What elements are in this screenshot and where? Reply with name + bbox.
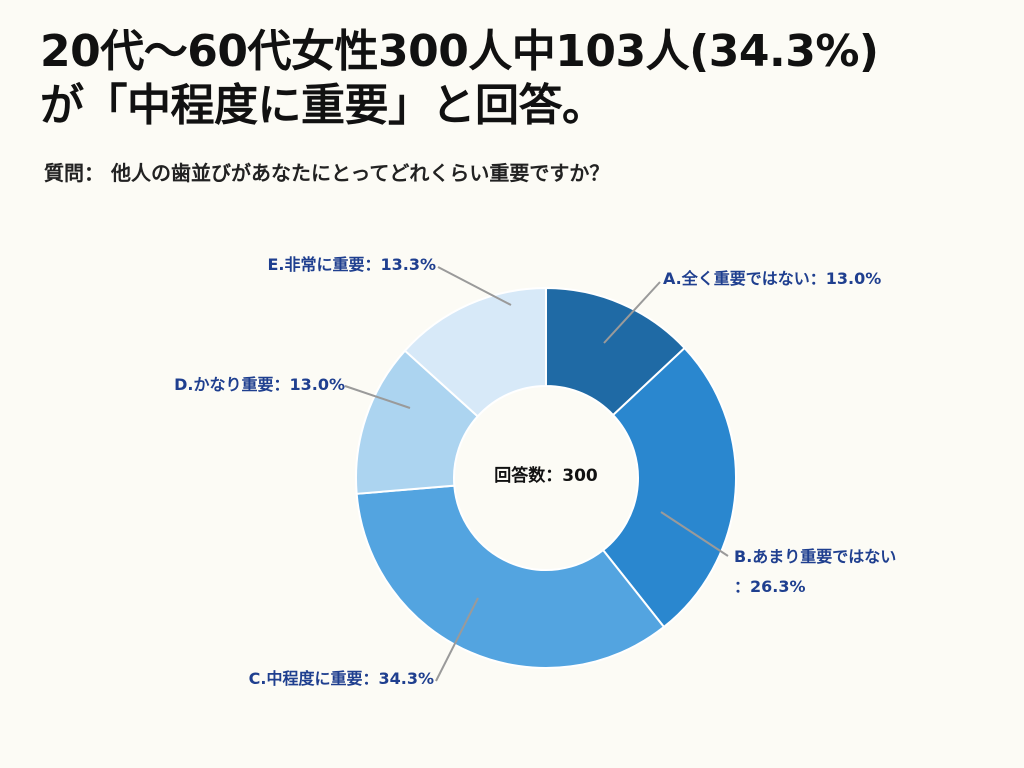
slice-label-e: E.非常に重要：13.3% xyxy=(267,255,436,274)
donut-slice-c xyxy=(355,484,666,669)
slice-label-c: C.中程度に重要：34.3% xyxy=(249,669,434,688)
donut-slices xyxy=(355,286,737,669)
question-text: 質問： 他人の歯並びがあなたにとってどれくらい重要ですか？ xyxy=(44,161,610,185)
leader-line-c xyxy=(435,597,479,682)
donut-slice-b xyxy=(601,346,737,629)
leader-line-b xyxy=(660,511,729,557)
center-label: 回答数：300 xyxy=(494,465,598,486)
leader-line-a xyxy=(603,281,661,344)
slice-label-a: A.全く重要ではない：13.0% xyxy=(663,269,881,288)
donut-slice-e xyxy=(403,286,547,418)
slice-label-d: D.かなり重要：13.0% xyxy=(174,375,345,394)
slice-label-b-line2: ：26.3% xyxy=(734,577,806,596)
title-line-2: が「中程度に重要」と回答。 xyxy=(40,80,606,131)
slice-label-b: B.あまり重要ではない xyxy=(734,547,896,566)
leader-line-e xyxy=(437,266,512,306)
leader-line-d xyxy=(344,385,411,409)
leader-lines xyxy=(344,266,729,682)
title-line-1: 20代〜60代女性300人中103人(34.3%) xyxy=(40,26,879,77)
slice-labels: A.全く重要ではない：13.0% B.あまり重要ではない ：26.3% C.中程度に重… xyxy=(174,255,896,688)
